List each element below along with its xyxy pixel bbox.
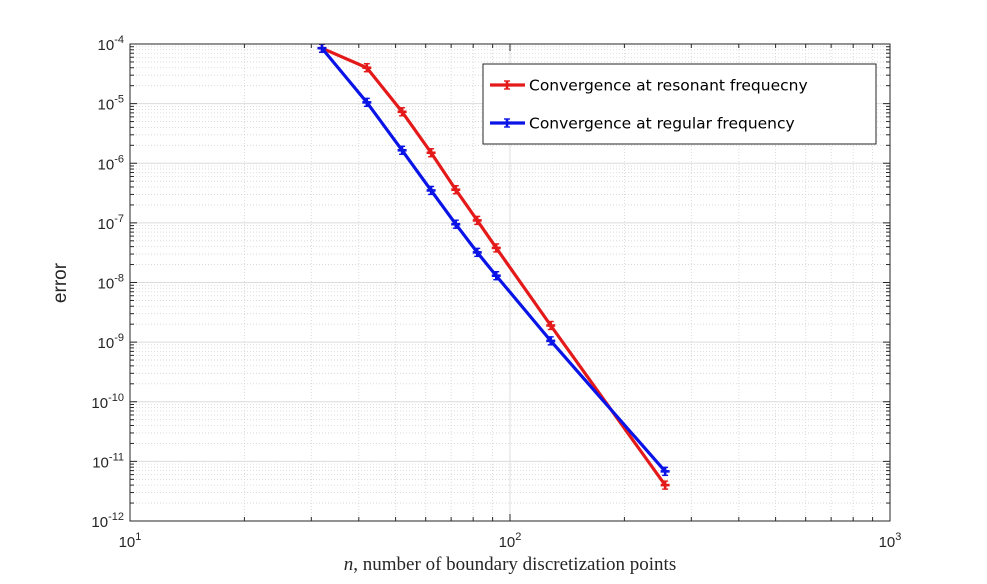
data-point — [546, 320, 556, 331]
data-point — [546, 336, 556, 346]
data-point — [397, 107, 407, 117]
y-tick-label: 10-11 — [92, 451, 124, 471]
legend-box — [482, 63, 877, 145]
y-tick-label: 10-7 — [98, 213, 124, 233]
data-point — [491, 243, 501, 253]
y-tick-label: 10-5 — [98, 94, 124, 114]
y-tick-labels: 10-4 10-5 10-6 10-7 10-8 10-9 10-10 10-11 10-12 — [91, 34, 124, 531]
data-point — [472, 247, 482, 258]
y-tick-label: 10-12 — [91, 511, 124, 531]
x-tick-label: 102 — [499, 531, 522, 551]
data-point — [491, 271, 501, 281]
legend: Convergence at resonant frequecny Converg… — [482, 63, 877, 145]
y-tick-label: 10-6 — [98, 153, 124, 173]
data-point — [660, 480, 670, 490]
data-point — [451, 185, 461, 195]
data-point — [426, 148, 436, 158]
y-axis-label: error — [50, 262, 71, 303]
series-2 — [317, 43, 670, 477]
plot-frame — [129, 43, 891, 522]
data-point — [362, 63, 372, 73]
series-1 — [317, 43, 670, 490]
y-tick-label: 10-9 — [98, 332, 124, 352]
data-point — [362, 97, 372, 108]
data-point — [502, 118, 512, 128]
data-point — [426, 185, 436, 196]
x-axis-variable: n — [344, 554, 354, 575]
x-axis-description: , number of boundary discretization poin… — [353, 554, 676, 575]
data-point — [472, 215, 482, 226]
legend-label: Convergence at resonant frequecny — [529, 77, 808, 95]
data-point — [451, 219, 461, 229]
legend-label: Convergence at regular frequency — [529, 115, 795, 133]
y-tick-label: 10-4 — [98, 34, 124, 54]
x-axis-label: n, number of boundary discretization poi… — [344, 554, 676, 575]
y-tick-label: 10-10 — [91, 392, 124, 412]
x-tick-label: 101 — [119, 531, 142, 551]
x-tick-labels: 101 102 103 — [119, 531, 902, 551]
data-point — [660, 466, 670, 477]
y-tick-label: 10-8 — [98, 273, 124, 293]
series-layer — [317, 43, 670, 490]
legend-entry: Convergence at regular frequency — [490, 115, 795, 133]
data-point — [397, 145, 407, 155]
tick-marks — [129, 44, 890, 522]
legend-entry: Convergence at resonant frequecny — [490, 77, 808, 95]
x-tick-label: 103 — [879, 531, 902, 551]
data-point — [502, 80, 512, 90]
